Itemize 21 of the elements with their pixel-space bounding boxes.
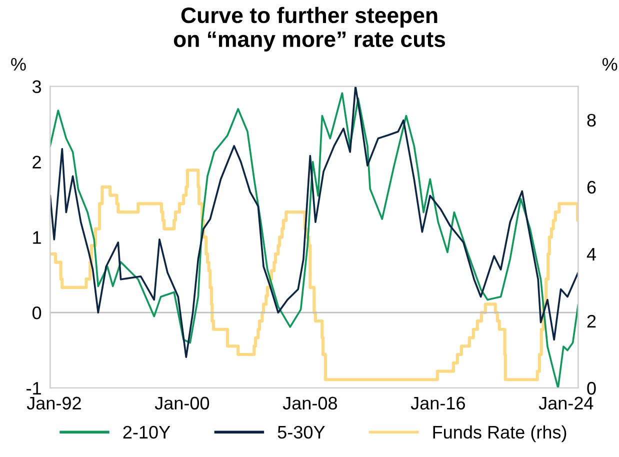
legend-label: Funds Rate (rhs) bbox=[433, 425, 566, 442]
y-tick-label: -1 bbox=[26, 382, 41, 395]
y2-axis-title: % bbox=[602, 58, 618, 71]
x-tick-label: Jan-16 bbox=[410, 396, 465, 410]
x-tick-label: Jan-00 bbox=[154, 396, 210, 410]
legend-label: 5-30Y bbox=[278, 426, 325, 439]
x-tick-label: Jan-92 bbox=[26, 396, 81, 410]
y2-tick-label: 2 bbox=[587, 314, 596, 328]
y-tick-label: 1 bbox=[33, 231, 41, 244]
chart-title: Curve to further steepen on “many more” rate cuts bbox=[174, 6, 446, 52]
legend-label: 2-10Y bbox=[123, 426, 170, 439]
y2-tick-label: 0 bbox=[587, 382, 596, 395]
y2-tick-label: 8 bbox=[587, 114, 596, 127]
y-tick-label: 3 bbox=[32, 80, 42, 94]
y2-tick-label: 6 bbox=[587, 180, 596, 194]
x-tick-label: Jan-24 bbox=[538, 396, 594, 410]
y2-tick-label: 4 bbox=[586, 248, 596, 260]
x-tick-label: Jan-08 bbox=[282, 396, 337, 410]
y-axis-title: % bbox=[11, 58, 26, 71]
y-tick-label: 2 bbox=[32, 156, 41, 168]
y-tick-label: 0 bbox=[32, 306, 42, 320]
